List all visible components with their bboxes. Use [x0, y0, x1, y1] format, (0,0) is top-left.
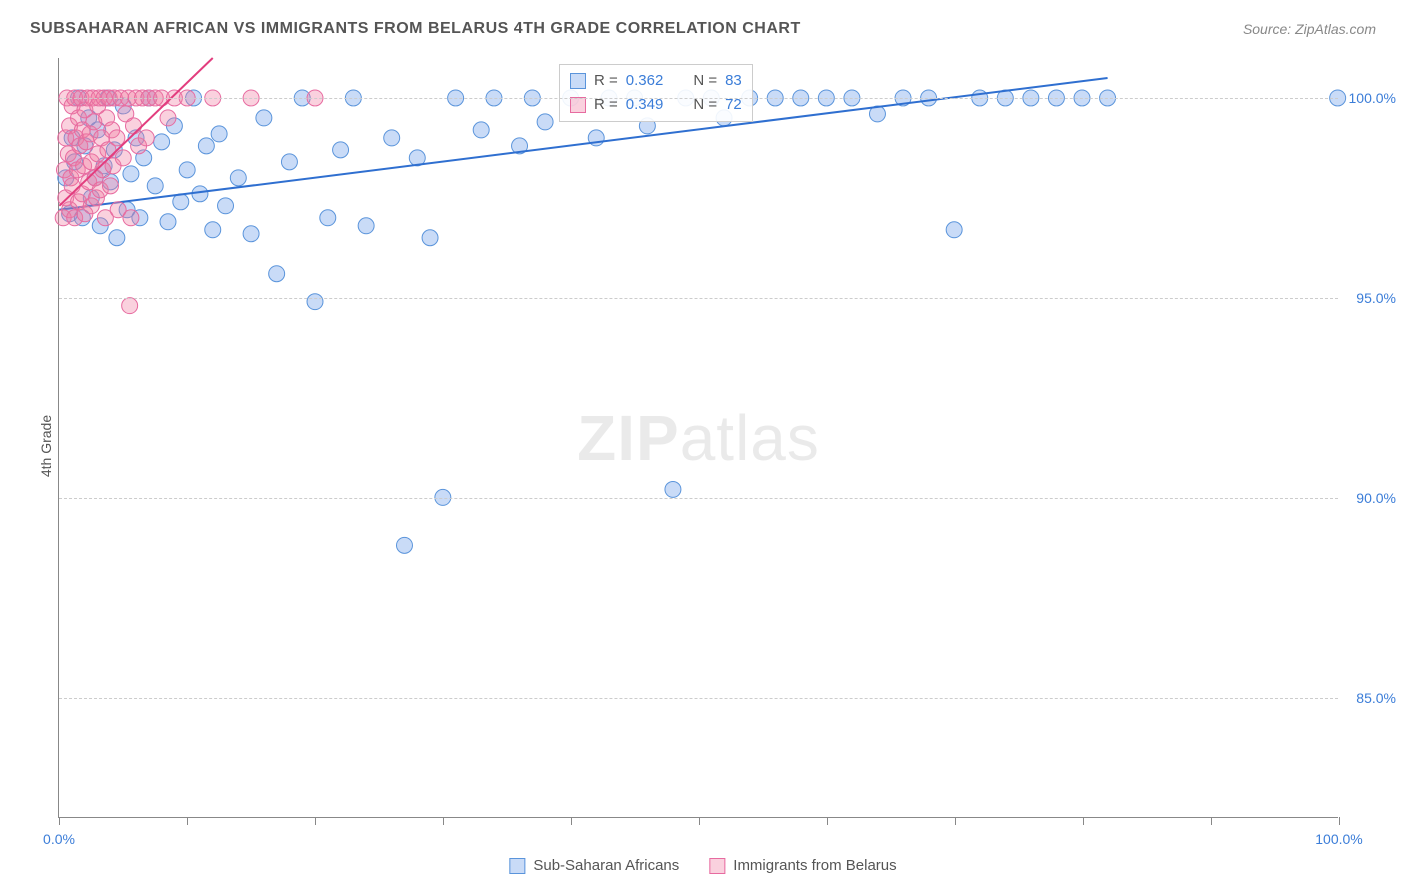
legend-n-label: N = [693, 69, 717, 93]
data-point [109, 130, 125, 146]
data-point [422, 230, 438, 246]
series-legend: Sub-Saharan Africans Immigrants from Bela… [509, 857, 896, 874]
data-point [333, 142, 349, 158]
correlation-legend: R = 0.362 N = 83 R = 0.349 N = 72 [559, 64, 753, 122]
data-point [205, 222, 221, 238]
data-point [147, 178, 163, 194]
data-point [281, 154, 297, 170]
legend-n-value: 72 [725, 93, 742, 117]
x-tick-label: 0.0% [43, 831, 75, 847]
gridline [59, 698, 1338, 699]
legend-n-value: 83 [725, 69, 742, 93]
data-point [160, 110, 176, 126]
data-point [384, 130, 400, 146]
plot-svg [59, 58, 1338, 817]
data-point [396, 537, 412, 553]
series-legend-label: Immigrants from Belarus [733, 857, 896, 874]
data-point [665, 481, 681, 497]
legend-r-value: 0.362 [626, 69, 664, 93]
data-point [125, 118, 141, 134]
legend-r-value: 0.349 [626, 93, 664, 117]
plot-area: ZIPatlas R =0.362N =83R =0.349N =72 85.0… [58, 58, 1338, 818]
legend-swatch [570, 97, 586, 113]
legend-row: R = 0.349 N = 72 [570, 93, 742, 117]
data-point [243, 226, 259, 242]
x-tick [699, 817, 700, 825]
legend-swatch [570, 73, 586, 89]
y-axis-label: 4th Grade [38, 415, 54, 477]
gridline [59, 298, 1338, 299]
legend-swatch [509, 858, 525, 874]
x-tick [59, 817, 60, 825]
x-tick-label: 100.0% [1315, 831, 1362, 847]
legend-n-label: N = [693, 93, 717, 117]
y-tick-label: 90.0% [1344, 490, 1396, 506]
data-point [115, 150, 131, 166]
gridline [59, 498, 1338, 499]
title-bar: SUBSAHARAN AFRICAN VS IMMIGRANTS FROM BE… [30, 20, 1376, 38]
data-point [138, 130, 154, 146]
data-point [218, 198, 234, 214]
data-point [109, 230, 125, 246]
x-tick [571, 817, 572, 825]
data-point [473, 122, 489, 138]
series-legend-item: Sub-Saharan Africans [509, 857, 679, 874]
data-point [179, 162, 195, 178]
x-tick [1083, 817, 1084, 825]
data-point [537, 114, 553, 130]
data-point [102, 178, 118, 194]
data-point [198, 138, 214, 154]
data-point [307, 294, 323, 310]
x-tick [1211, 817, 1212, 825]
y-tick-label: 100.0% [1344, 90, 1396, 106]
legend-swatch [709, 858, 725, 874]
legend-row: R = 0.362 N = 83 [570, 69, 742, 93]
x-tick [187, 817, 188, 825]
legend-r-label: R = [594, 69, 618, 93]
source-label: Source: ZipAtlas.com [1243, 21, 1376, 37]
data-point [154, 134, 170, 150]
legend-r-label: R = [594, 93, 618, 117]
x-tick [1339, 817, 1340, 825]
data-point [320, 210, 336, 226]
data-point [211, 126, 227, 142]
x-tick [443, 817, 444, 825]
x-tick [827, 817, 828, 825]
series-legend-label: Sub-Saharan Africans [533, 857, 679, 874]
y-tick-label: 85.0% [1344, 690, 1396, 706]
data-point [230, 170, 246, 186]
data-point [122, 298, 138, 314]
data-point [123, 210, 139, 226]
x-tick [955, 817, 956, 825]
chart-title: SUBSAHARAN AFRICAN VS IMMIGRANTS FROM BE… [30, 20, 801, 38]
x-tick [315, 817, 316, 825]
series-legend-item: Immigrants from Belarus [709, 857, 896, 874]
data-point [160, 214, 176, 230]
data-point [123, 166, 139, 182]
y-tick-label: 95.0% [1344, 290, 1396, 306]
data-point [256, 110, 272, 126]
data-point [269, 266, 285, 282]
data-point [946, 222, 962, 238]
data-point [358, 218, 374, 234]
gridline [59, 98, 1338, 99]
